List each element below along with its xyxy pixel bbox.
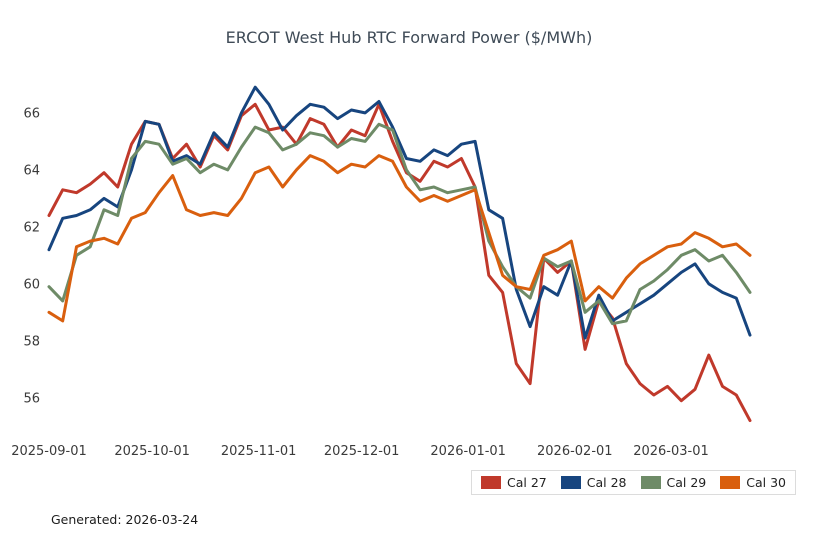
line-chart: 56 58 60 62 64 66 2025-09-01 2025-10-01 2025-11-… [11, 85, 752, 459]
y-tick-label: 60 [23, 277, 40, 292]
y-tick-label: 64 [23, 163, 40, 178]
x-tick-label: 2025-11-01 [221, 444, 297, 459]
legend-swatch-cal-27 [481, 476, 501, 489]
legend-label-cal-28: Cal 28 [586, 475, 627, 490]
y-tick-label: 66 [23, 106, 40, 121]
legend-swatch-cal-30 [720, 476, 741, 489]
legend-label-cal-27: Cal 27 [507, 475, 547, 490]
legend-swatch-cal-29 [640, 476, 661, 489]
y-tick-label: 58 [23, 334, 40, 349]
x-tick-label: 2026-03-01 [633, 444, 709, 459]
y-tick-label: 56 [23, 391, 40, 406]
legend: Cal 27 Cal 28 Cal 29 Cal 30 [471, 470, 796, 495]
legend-swatch-cal-28 [560, 476, 581, 489]
series-line-cal-28 [47, 85, 752, 340]
legend-item-cal-27: Cal 27 [481, 475, 547, 490]
chart-title: ERCOT West Hub RTC Forward Power ($/MWh) [225, 28, 593, 47]
x-tick-label: 2026-02-01 [537, 444, 613, 459]
series-line-cal-30 [47, 154, 752, 323]
legend-label-cal-29: Cal 29 [666, 475, 707, 490]
y-tick-label: 62 [23, 220, 40, 235]
legend-label-cal-30: Cal 30 [746, 475, 786, 490]
series-line-cal-29 [47, 122, 752, 326]
generated-label: Generated: 2026-03-24 [51, 512, 199, 527]
legend-item-cal-29: Cal 29 [640, 475, 707, 490]
x-tick-label: 2025-12-01 [324, 444, 400, 459]
x-tick-label: 2025-09-01 [11, 444, 87, 459]
legend-item-cal-30: Cal 30 [720, 475, 786, 490]
x-tick-label: 2025-10-01 [114, 444, 190, 459]
legend-item-cal-28: Cal 28 [560, 475, 627, 490]
x-tick-label: 2026-01-01 [430, 444, 506, 459]
